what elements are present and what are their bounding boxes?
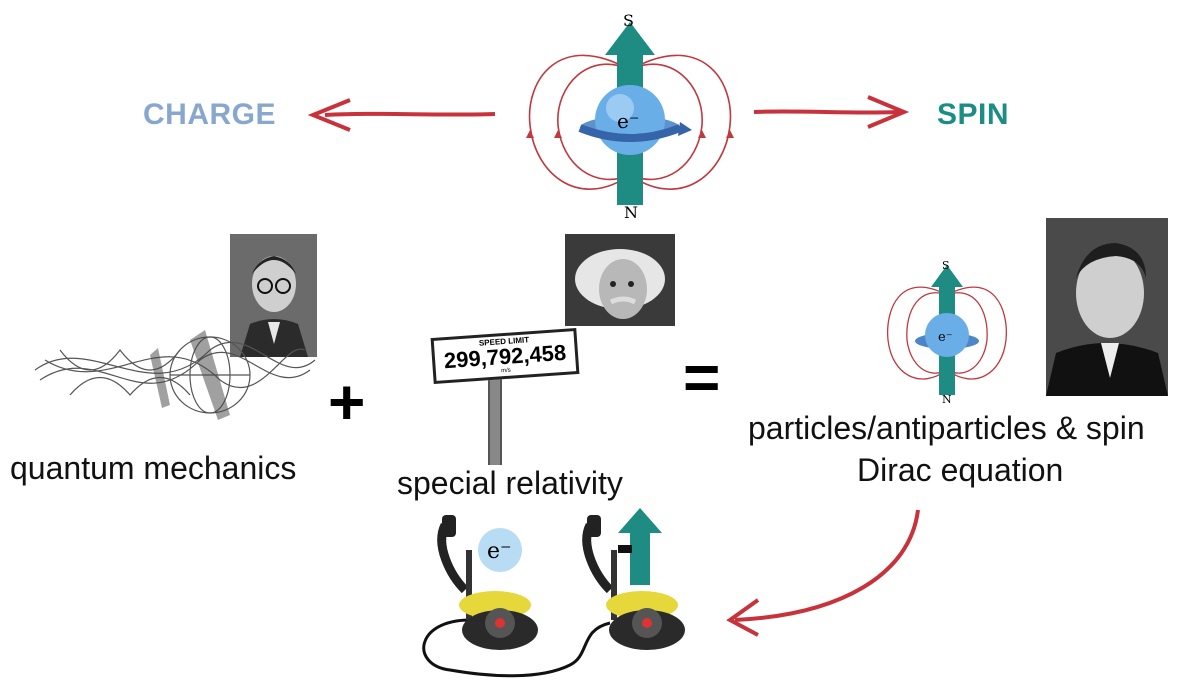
dirac-photo <box>1046 218 1168 396</box>
pole-s: S <box>623 11 634 30</box>
schrodinger-photo <box>230 234 317 357</box>
small-electron-spin-icon: e⁻ S N <box>886 259 1008 405</box>
spin-arrow-icon <box>753 95 910 129</box>
pole-n: N <box>624 203 638 220</box>
einstein-photo <box>565 234 675 326</box>
result-line2-label: Dirac equation <box>857 452 1064 488</box>
electron-label: e⁻ <box>617 109 639 133</box>
phone-left: e⁻ <box>437 515 538 650</box>
electron-spin-icon: e⁻ S N <box>526 11 734 220</box>
spin-label: SPIN <box>937 98 1010 131</box>
phone-electron-label: e⁻ <box>487 539 512 564</box>
special-relativity-label: special relativity <box>397 465 623 501</box>
curved-arrow-icon <box>726 509 920 637</box>
small-pole-s: S <box>942 259 950 272</box>
phone-right <box>582 508 685 650</box>
quantum-sketch-icon <box>34 330 316 420</box>
charge-label: CHARGE <box>143 98 277 131</box>
result-line1-label: particles/antiparticles & spin <box>748 410 1145 446</box>
small-pole-n: N <box>942 393 952 405</box>
plus-sign: + <box>328 366 366 438</box>
equals-sign: = <box>683 341 721 413</box>
charge-arrow-icon <box>307 98 496 132</box>
small-electron-label: e⁻ <box>938 330 953 345</box>
speed-limit-sign-icon: SPEED LIMIT 299,792,458 m/s <box>430 325 580 465</box>
quantum-mechanics-label: quantum mechanics <box>10 450 297 486</box>
phone-pair-icon: e⁻ <box>422 508 685 678</box>
